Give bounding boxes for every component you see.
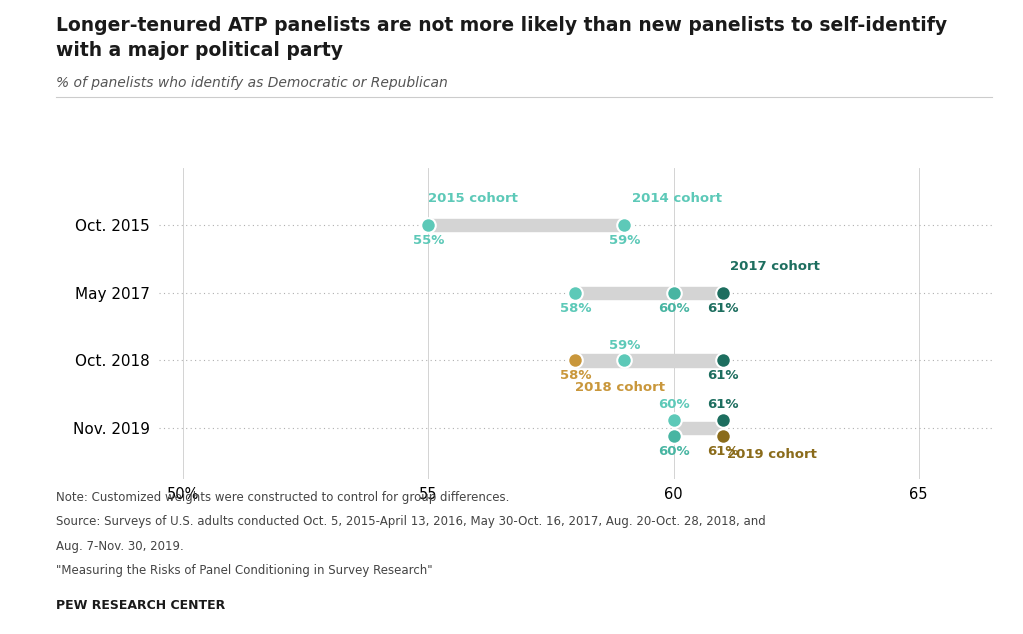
Text: 55%: 55% bbox=[412, 234, 444, 247]
Text: 2018 cohort: 2018 cohort bbox=[575, 381, 665, 394]
Point bbox=[567, 288, 583, 298]
Point bbox=[665, 415, 681, 425]
Point bbox=[714, 356, 730, 366]
Point bbox=[420, 221, 437, 231]
Text: Note: Customized weights were constructed to control for group differences.: Note: Customized weights were constructe… bbox=[56, 491, 509, 505]
Point bbox=[714, 415, 730, 425]
Point bbox=[714, 431, 730, 441]
Text: 58%: 58% bbox=[560, 369, 591, 382]
Text: Source: Surveys of U.S. adults conducted Oct. 5, 2015-April 13, 2016, May 30-Oct: Source: Surveys of U.S. adults conducted… bbox=[56, 515, 766, 529]
Text: 2017 cohort: 2017 cohort bbox=[730, 260, 819, 273]
Text: 61%: 61% bbox=[707, 398, 739, 411]
Text: % of panelists who identify as Democratic or Republican: % of panelists who identify as Democrati… bbox=[56, 76, 448, 90]
Text: 61%: 61% bbox=[707, 369, 739, 382]
Point bbox=[616, 221, 632, 231]
Text: "Measuring the Risks of Panel Conditioning in Survey Research": "Measuring the Risks of Panel Conditioni… bbox=[56, 564, 433, 577]
Text: 61%: 61% bbox=[707, 445, 739, 458]
Text: 60%: 60% bbox=[658, 445, 690, 458]
Text: 60%: 60% bbox=[658, 398, 690, 411]
Text: 2019 cohort: 2019 cohort bbox=[727, 448, 817, 462]
Point bbox=[616, 356, 632, 366]
Text: 58%: 58% bbox=[560, 302, 591, 314]
Point bbox=[665, 288, 681, 298]
Point bbox=[714, 288, 730, 298]
Point bbox=[567, 356, 583, 366]
Text: Longer-tenured ATP panelists are not more likely than new panelists to self-iden: Longer-tenured ATP panelists are not mor… bbox=[56, 16, 947, 35]
Point bbox=[665, 431, 681, 441]
Text: PEW RESEARCH CENTER: PEW RESEARCH CENTER bbox=[56, 599, 225, 612]
Text: 2014 cohort: 2014 cohort bbox=[632, 192, 722, 205]
Text: 61%: 61% bbox=[707, 302, 739, 314]
Text: with a major political party: with a major political party bbox=[56, 41, 344, 60]
Text: Aug. 7-Nov. 30, 2019.: Aug. 7-Nov. 30, 2019. bbox=[56, 540, 184, 553]
Text: 2015 cohort: 2015 cohort bbox=[429, 192, 519, 205]
Text: 59%: 59% bbox=[609, 234, 640, 247]
Text: 59%: 59% bbox=[609, 339, 640, 352]
Text: 60%: 60% bbox=[658, 302, 690, 314]
